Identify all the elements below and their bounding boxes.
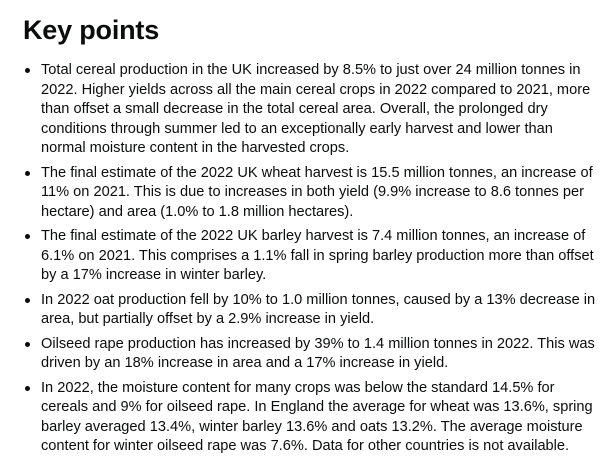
- key-point-text: In 2022, the moisture content for many c…: [41, 379, 593, 455]
- key-point-item: Oilseed rape production has increased by…: [23, 335, 601, 374]
- key-point-item: Total cereal production in the UK increa…: [23, 61, 601, 159]
- key-point-item: The final estimate of the 2022 UK wheat …: [23, 164, 601, 223]
- key-points-list: Total cereal production in the UK increa…: [23, 61, 615, 457]
- key-point-text: Total cereal production in the UK increa…: [41, 62, 591, 156]
- bullet-icon: [25, 234, 30, 239]
- bullet-icon: [25, 385, 30, 391]
- key-point-item: In 2022 oat production fell by 10% to 1.…: [23, 291, 601, 330]
- bullet-icon: [25, 170, 30, 176]
- key-point-text: Oilseed rape production has increased by…: [41, 335, 595, 372]
- key-point-text: In 2022 oat production fell by 10% to 1.…: [41, 291, 596, 328]
- bullet-icon: [25, 297, 30, 303]
- key-point-item: In 2022, the moisture content for many c…: [23, 379, 601, 457]
- bullet-icon: [25, 341, 30, 347]
- bullet-icon: [25, 68, 30, 73]
- key-point-item: The final estimate of the 2022 UK barley…: [23, 227, 601, 286]
- key-point-text: The final estimate of the 2022 UK wheat …: [41, 164, 593, 220]
- section-heading: Key points: [23, 15, 160, 45]
- key-point-text: The final estimate of the 2022 UK barley…: [41, 228, 594, 283]
